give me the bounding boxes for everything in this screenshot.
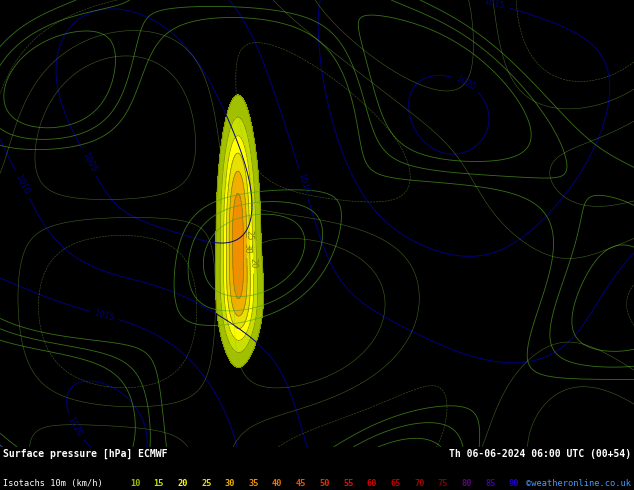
Text: Th 06-06-2024 06:00 UTC (00+54): Th 06-06-2024 06:00 UTC (00+54) — [449, 449, 631, 459]
Text: 35: 35 — [249, 479, 259, 488]
Text: 1020: 1020 — [66, 416, 84, 439]
Text: 20: 20 — [249, 258, 258, 269]
Text: 1005: 1005 — [80, 151, 98, 174]
Text: 80: 80 — [462, 479, 472, 488]
Text: 55: 55 — [343, 479, 354, 488]
Text: 50: 50 — [320, 479, 330, 488]
Text: 40: 40 — [272, 479, 283, 488]
Text: 1010: 1010 — [13, 173, 31, 196]
Text: 85: 85 — [485, 479, 496, 488]
Text: 1015: 1015 — [483, 0, 505, 11]
Text: Surface pressure [hPa] ECMWF: Surface pressure [hPa] ECMWF — [3, 449, 167, 459]
Text: 10: 10 — [130, 479, 141, 488]
Text: 30: 30 — [224, 479, 235, 488]
Text: 1010: 1010 — [296, 172, 311, 195]
Text: 15: 15 — [153, 479, 164, 488]
Text: 25: 25 — [201, 479, 212, 488]
Text: 45: 45 — [295, 479, 306, 488]
Text: ©weatheronline.co.uk: ©weatheronline.co.uk — [526, 479, 631, 488]
Text: 1015: 1015 — [93, 308, 115, 322]
Text: Isotachs 10m (km/h): Isotachs 10m (km/h) — [3, 479, 103, 488]
Text: 1020: 1020 — [454, 74, 477, 92]
Text: 75: 75 — [438, 479, 448, 488]
Text: 65: 65 — [391, 479, 401, 488]
Text: 60: 60 — [367, 479, 377, 488]
Text: 25: 25 — [245, 230, 254, 241]
Text: 70: 70 — [414, 479, 425, 488]
Text: 90: 90 — [509, 479, 519, 488]
Text: 30: 30 — [242, 243, 251, 253]
Text: 20: 20 — [178, 479, 188, 488]
